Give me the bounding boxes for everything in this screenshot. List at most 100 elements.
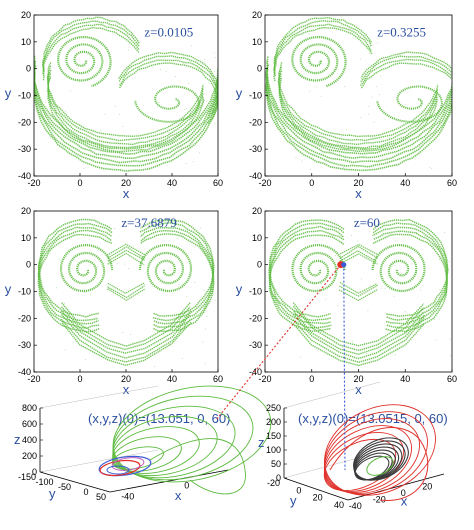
y-tick-label: 0 bbox=[296, 485, 301, 495]
trajectory-lines bbox=[98, 385, 272, 495]
attractor-points bbox=[37, 218, 216, 368]
z-tick-label: 0 bbox=[276, 473, 281, 483]
y-tick-label: -100 bbox=[35, 477, 53, 487]
y-tick-label: -50 bbox=[58, 482, 71, 492]
y-tick-label: -40 bbox=[249, 367, 262, 377]
z-tick-label: 400 bbox=[22, 435, 37, 445]
y-tick-label: -20 bbox=[18, 117, 31, 127]
x-tick-label: -20 bbox=[258, 374, 271, 384]
trajectory-lines bbox=[323, 404, 436, 501]
y-tick-label: 10 bbox=[21, 233, 31, 243]
y-tick-label: 20 bbox=[252, 10, 262, 20]
attractor-points bbox=[34, 16, 218, 172]
attractor-points bbox=[265, 16, 452, 172]
y-tick-label: 10 bbox=[252, 233, 262, 243]
y-tick-label: 20 bbox=[252, 206, 262, 216]
y-tick-label: 10 bbox=[252, 37, 262, 47]
y-tick-label: -20 bbox=[249, 313, 262, 323]
x-axis-label: x bbox=[355, 186, 362, 201]
x-tick-label: -20 bbox=[373, 495, 386, 505]
y-tick-label: -30 bbox=[249, 144, 262, 154]
y-tick-label: -10 bbox=[249, 287, 262, 297]
z-tick-label: 250 bbox=[266, 403, 281, 413]
z-tick-label: 600 bbox=[22, 419, 37, 429]
z-tick-label: 100 bbox=[266, 445, 281, 455]
blue-connector bbox=[343, 264, 346, 471]
z-tick-label: 150 bbox=[266, 431, 281, 441]
y-tick-label: 50 bbox=[96, 492, 106, 502]
y-tick-label: -10 bbox=[18, 287, 31, 297]
y-tick-label: -20 bbox=[18, 313, 31, 323]
y-tick-label: -30 bbox=[18, 340, 31, 350]
x-tick-label: 20 bbox=[121, 178, 131, 188]
x-tick-label: 0 bbox=[309, 178, 314, 188]
x-tick-label: 0 bbox=[309, 374, 314, 384]
y-axis-label: y bbox=[49, 486, 56, 501]
plot-frame bbox=[264, 210, 453, 373]
y-tick-label: -40 bbox=[18, 171, 31, 181]
y-axis-label: y bbox=[5, 282, 12, 297]
x-tick-label: 40 bbox=[400, 178, 410, 188]
y-tick-label: -30 bbox=[18, 144, 31, 154]
y-tick-label: -10 bbox=[18, 91, 31, 101]
y-tick-label: -30 bbox=[249, 340, 262, 350]
x-tick-label: 60 bbox=[447, 178, 457, 188]
y-tick-label: -20 bbox=[267, 478, 280, 488]
y-tick-label: -10 bbox=[249, 91, 262, 101]
z-axis-label: z bbox=[14, 432, 21, 447]
x-tick-label: -40 bbox=[349, 501, 362, 511]
attractor-points bbox=[268, 218, 452, 367]
x-axis-label: x bbox=[175, 488, 182, 503]
x-tick-label: 20 bbox=[422, 482, 432, 492]
y-tick-label: 10 bbox=[21, 37, 31, 47]
x-tick-label: 0 bbox=[401, 488, 406, 498]
plot-frame bbox=[33, 210, 219, 373]
y-axis-label: y bbox=[236, 282, 243, 297]
z-tick-label: 800 bbox=[22, 403, 37, 413]
y-tick-label: 20 bbox=[21, 206, 31, 216]
y-tick-label: 20 bbox=[21, 10, 31, 20]
y-tick-label: 0 bbox=[257, 64, 262, 74]
x-tick-label: 60 bbox=[213, 374, 223, 384]
x-tick-label: 40 bbox=[400, 374, 410, 384]
y-tick-label: -40 bbox=[249, 171, 262, 181]
z-tick-label: 50 bbox=[271, 459, 281, 469]
y-tick-label: -20 bbox=[249, 117, 262, 127]
y-tick-label: 0 bbox=[257, 260, 262, 270]
z-tick-label: 200 bbox=[266, 417, 281, 427]
annotation-z: z=0.0105 bbox=[144, 24, 193, 39]
initial-condition-label: (x,y,z)(0)=(13.0515, 0, 60) bbox=[298, 411, 448, 426]
x-tick-label: -40 bbox=[121, 492, 134, 502]
x-tick-label: 0 bbox=[77, 178, 82, 188]
y-tick-label: 0 bbox=[26, 64, 31, 74]
annotation-z: z=60 bbox=[354, 215, 380, 230]
y-axis-label: y bbox=[5, 86, 12, 101]
annotation-z: z=0.3255 bbox=[377, 24, 426, 39]
x-tick-label: 40 bbox=[167, 178, 177, 188]
x-tick-label: 0 bbox=[184, 481, 189, 491]
annotation-z: z=37.6879 bbox=[121, 215, 176, 230]
x-tick-label: 20 bbox=[353, 374, 363, 384]
x-tick-label: 60 bbox=[213, 178, 223, 188]
y-tick-label: 0 bbox=[26, 260, 31, 270]
y-tick-label: -40 bbox=[18, 367, 31, 377]
x-tick-label: -20 bbox=[27, 374, 40, 384]
red-connector bbox=[215, 264, 342, 421]
y-tick-label: 20 bbox=[313, 493, 323, 503]
x-tick-label: 40 bbox=[167, 374, 177, 384]
x-tick-label: -20 bbox=[258, 178, 271, 188]
x-tick-label: 0 bbox=[77, 374, 82, 384]
x-axis-label: x bbox=[355, 382, 362, 397]
x-tick-label: 20 bbox=[121, 374, 131, 384]
z-tick-label: 0 bbox=[32, 467, 37, 477]
y-axis-label: y bbox=[236, 86, 243, 101]
x-axis-label: x bbox=[123, 186, 130, 201]
x-tick-label: -20 bbox=[27, 178, 40, 188]
y-axis-label: y bbox=[290, 493, 297, 508]
